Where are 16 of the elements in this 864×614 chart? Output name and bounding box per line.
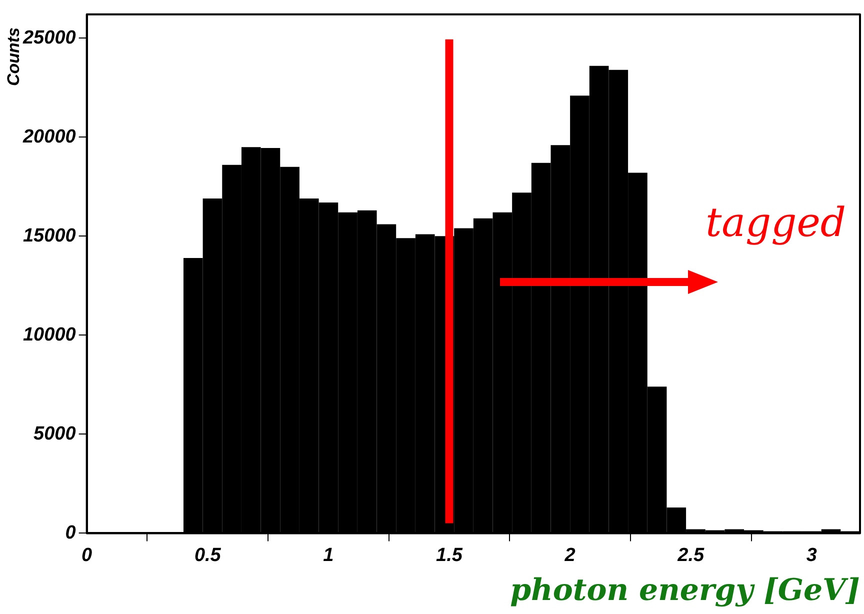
x-tick-label: 0.5 xyxy=(194,544,222,566)
y-tick-label: 0 xyxy=(65,522,76,544)
annotation: tagged xyxy=(706,200,846,246)
y-tick-label: 20000 xyxy=(22,126,76,148)
x-tick-label: 1.5 xyxy=(436,544,463,566)
y-tick-label: 5000 xyxy=(34,423,76,444)
x-axis-title: photon energy [GeV] xyxy=(510,572,860,608)
y-tick-label: 10000 xyxy=(22,324,76,346)
x-tick-label: 0 xyxy=(82,544,93,566)
x-tick-label: 3 xyxy=(806,544,818,566)
y-tick-label: 15000 xyxy=(22,225,76,246)
x-tick-label: 1 xyxy=(323,544,334,566)
y-axis-title: Counts xyxy=(4,27,23,86)
x-tick-label: 2.5 xyxy=(676,544,705,566)
y-tick-label: 25000 xyxy=(22,27,76,48)
x-tick-label: 2 xyxy=(564,544,576,566)
